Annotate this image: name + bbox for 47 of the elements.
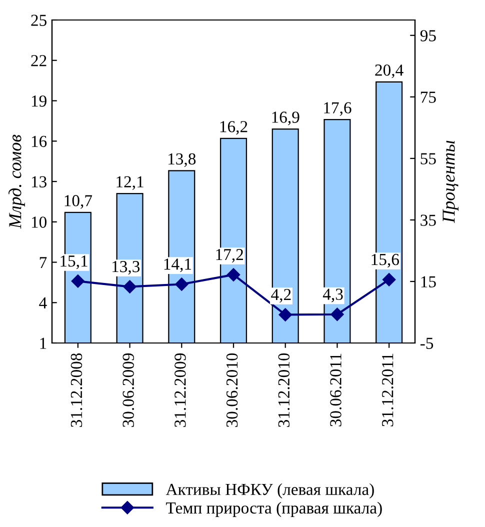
y-tick-label: 19 (32, 95, 46, 107)
y-tick-label: 25 (31, 14, 46, 26)
point (330, 308, 344, 321)
data-label: 15,6 (372, 254, 399, 268)
x-tick-label: 30.06.2011 (330, 354, 342, 426)
data-label: 4,3 (322, 288, 343, 302)
point (123, 280, 136, 294)
y2-axis-title: Проценты (442, 140, 458, 224)
data-label: 10,7 (64, 195, 92, 209)
y-tick-label: 1 (40, 338, 46, 349)
y2-tick-label: -5 (420, 338, 434, 349)
legend-label: Темп прироста (правая шкала) (166, 502, 382, 517)
y2-tick-label: 15 (421, 276, 436, 288)
data-label: 17,6 (324, 102, 352, 116)
point (278, 308, 292, 322)
y2-tick-label: 55 (420, 153, 436, 164)
y2-tick-label: 95 (420, 30, 436, 42)
y-tick-label: 16 (32, 136, 47, 148)
point (382, 273, 396, 286)
data-label: 13,3 (112, 261, 140, 275)
y-tick-label: 7 (40, 257, 47, 268)
point (226, 268, 240, 282)
y-tick-label: 13 (32, 176, 46, 188)
x-tick-label: 30.06.2010 (226, 353, 238, 427)
data-label: 14,1 (164, 258, 192, 272)
x-tick-label: 31.12.2010 (278, 353, 290, 427)
x-tick-label: 31.12.2011 (382, 354, 394, 426)
y-tick-label: 4 (39, 297, 47, 308)
data-label: 17,2 (216, 249, 243, 263)
point (175, 278, 188, 291)
x-tick-label: 31.12.2009 (174, 353, 186, 427)
y2-tick-label: 75 (420, 92, 436, 103)
y-tick-label: 10 (32, 216, 47, 228)
data-label: 13,8 (168, 153, 196, 167)
x-tick-label: 31.12.2008 (70, 353, 82, 427)
y2-tick-label: 35 (420, 214, 436, 226)
y-tick-label: 22 (31, 55, 46, 66)
data-label: 16,2 (220, 121, 248, 135)
y-axis-title: Млрд. сомов (8, 134, 25, 229)
x-tick-label: 30.06.2009 (122, 353, 134, 427)
data-label: 20,4 (375, 64, 404, 78)
point (71, 274, 85, 288)
legend-label: Активы НФКУ (левая шкала) (166, 483, 374, 498)
data-label: 16,9 (272, 112, 300, 126)
data-label: 4,2 (271, 289, 291, 303)
data-label: 15,1 (60, 256, 88, 270)
data-label: 12,1 (116, 176, 144, 190)
